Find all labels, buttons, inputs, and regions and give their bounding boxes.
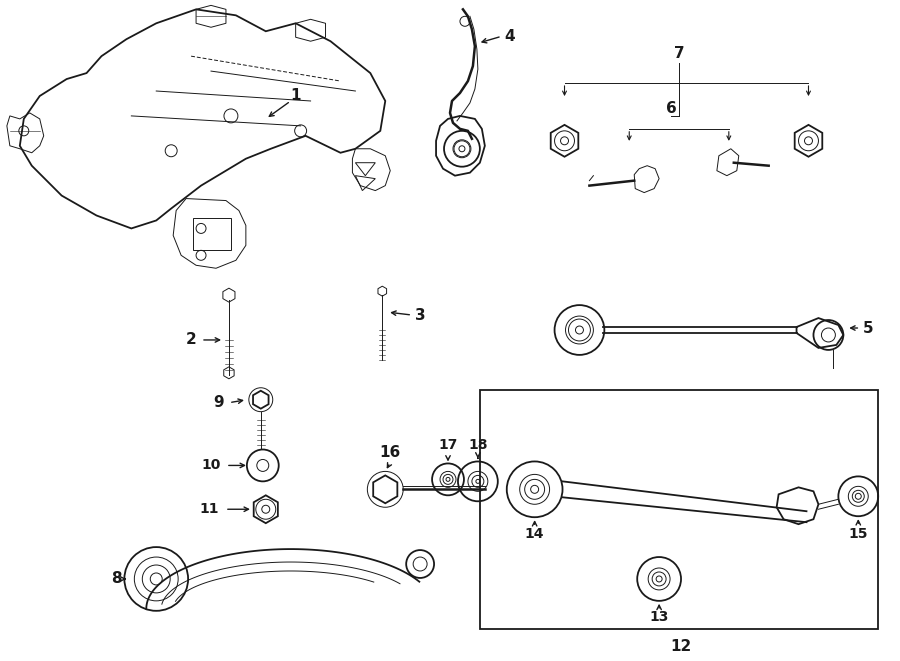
Text: 5: 5 bbox=[863, 321, 874, 336]
Text: 11: 11 bbox=[199, 502, 219, 516]
Text: 15: 15 bbox=[849, 527, 868, 541]
Text: 8: 8 bbox=[111, 572, 122, 586]
Text: 2: 2 bbox=[185, 332, 196, 348]
Text: 14: 14 bbox=[525, 527, 544, 541]
Text: 1: 1 bbox=[291, 89, 301, 104]
Text: 6: 6 bbox=[666, 101, 677, 116]
Text: 10: 10 bbox=[202, 459, 220, 473]
Text: 12: 12 bbox=[670, 639, 692, 654]
Text: 9: 9 bbox=[213, 395, 224, 410]
Bar bbox=[480, 390, 878, 629]
Text: 18: 18 bbox=[468, 438, 488, 451]
Text: 17: 17 bbox=[438, 438, 458, 451]
Text: 13: 13 bbox=[650, 610, 669, 624]
Text: 4: 4 bbox=[504, 28, 515, 44]
Text: 3: 3 bbox=[415, 307, 426, 323]
Text: 16: 16 bbox=[380, 445, 400, 460]
Text: 7: 7 bbox=[674, 46, 684, 61]
